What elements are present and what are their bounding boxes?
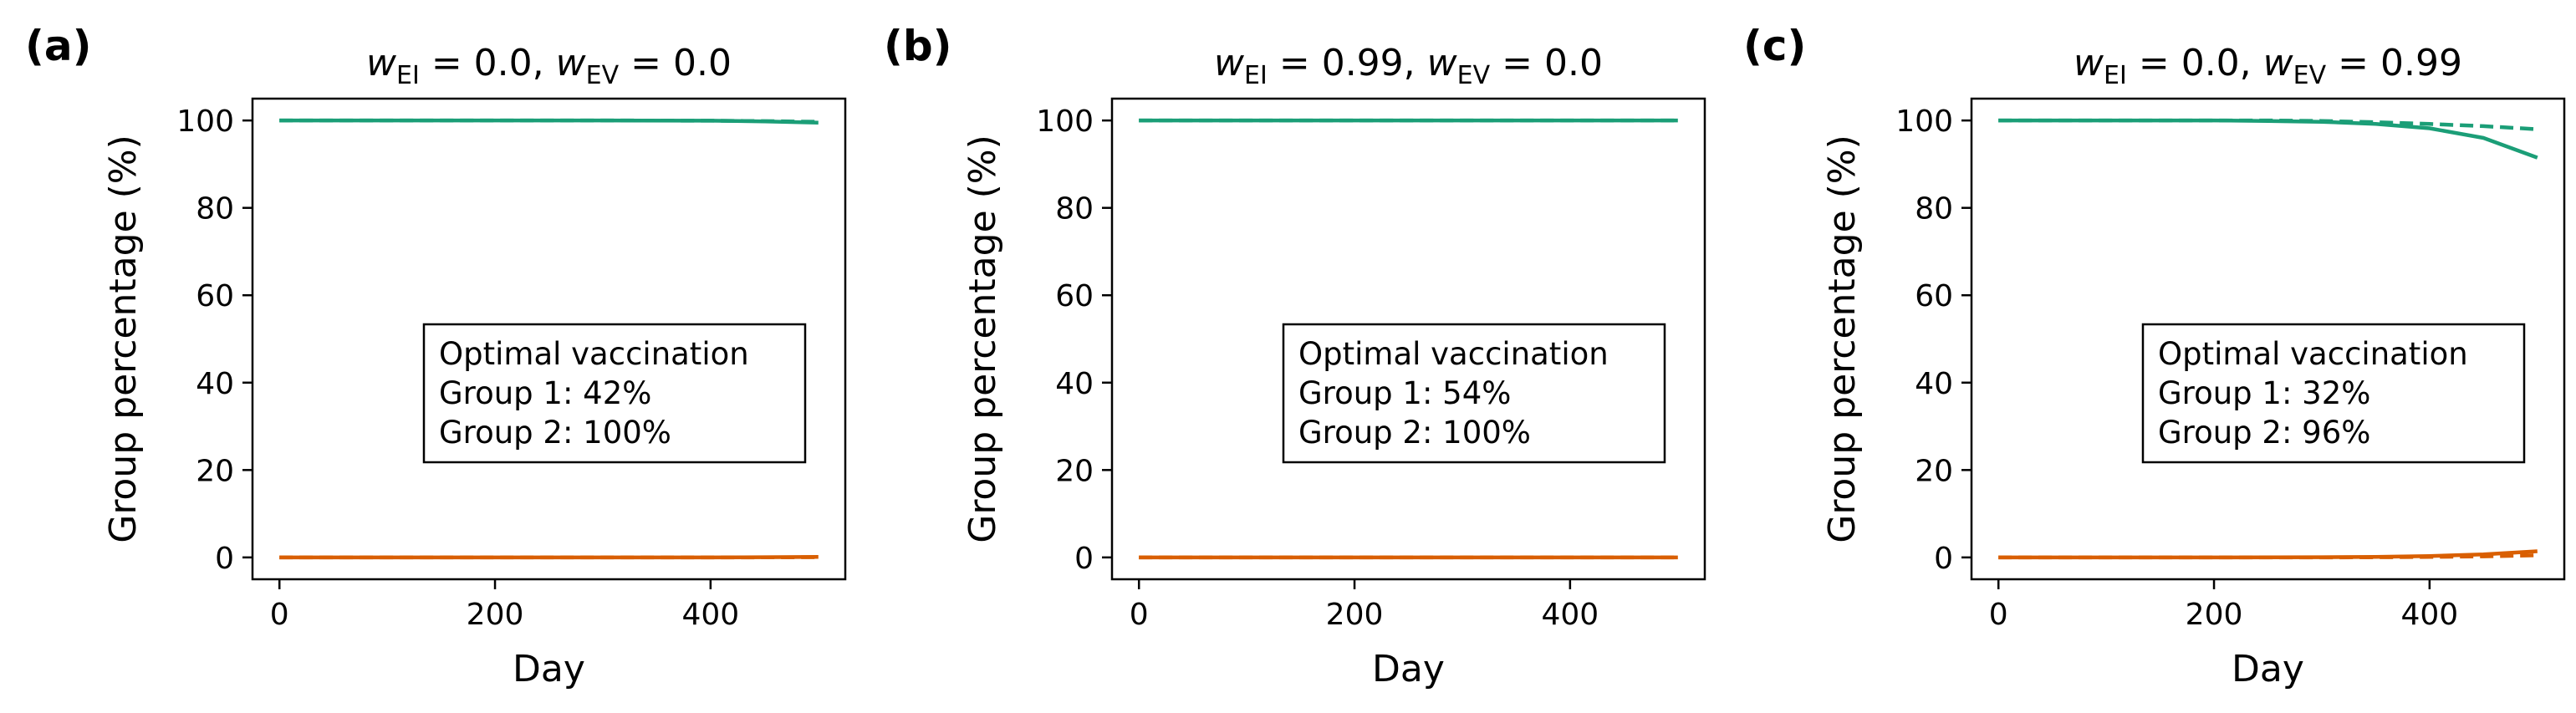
title-part: w [366,42,397,84]
y-tick-label: 80 [1055,192,1094,227]
title-part: w [1214,42,1245,84]
title-part: = 0.0 [619,42,732,84]
y-tick-label: 40 [1915,367,1953,401]
series-line-green-solid [1998,118,2538,160]
y-tick-label: 100 [1895,104,1953,139]
panel-letter: (b) [884,22,952,70]
y-axis-label: Group percentage (%) [102,135,145,543]
title-part: EI [1244,61,1268,90]
title-part: w [556,42,587,84]
x-tick-label: 400 [2401,598,2459,632]
y-tick-label: 60 [1055,279,1094,313]
panel-letter: (a) [25,22,91,70]
series-line-orange-dashed [1998,553,2538,560]
title-part: EV [1457,61,1491,90]
box-heading: Optimal vaccination [439,336,749,372]
box-heading: Optimal vaccination [1298,336,1609,372]
box-group1: Group 1: 32% [2158,375,2370,411]
x-axis-label: Day [1372,648,1445,690]
box-group2: Group 2: 100% [439,415,671,451]
x-tick-label: 400 [1542,598,1599,632]
y-tick-label: 0 [215,542,234,576]
title-part: w [2074,42,2104,84]
y-tick-label: 20 [1915,454,1953,488]
y-tick-label: 40 [1055,367,1094,401]
box-heading: Optimal vaccination [2158,336,2468,372]
x-tick-label: 0 [1989,598,2008,632]
title-part: = 0.0, [420,42,556,84]
y-tick-label: 60 [1915,279,1953,313]
y-tick-label: 40 [196,367,234,401]
panel-title: wEI = 0.0, wEV = 0.99 [2074,42,2462,90]
y-axis-label: Group percentage (%) [962,135,1004,543]
box-frame [2141,323,2526,464]
plot-frame [1970,97,2566,581]
title-part: = 0.99, [1268,42,1427,84]
x-tick-label: 200 [1326,598,1384,632]
series-line-green-dashed [279,118,819,124]
box-group2: Group 2: 96% [2158,415,2370,451]
title-part: w [2263,42,2294,84]
x-tick-label: 200 [467,598,524,632]
y-tick-label: 20 [196,454,234,488]
title-part: EV [2293,61,2327,90]
x-tick-label: 400 [682,598,740,632]
y-tick-label: 80 [1915,192,1953,227]
title-part: EI [396,61,420,90]
x-tick-label: 200 [2186,598,2243,632]
box-frame [422,323,807,464]
box-group1: Group 1: 54% [1298,375,1511,411]
series-line-green-dashed [1998,118,2538,131]
plot-frame [251,97,847,581]
y-tick-label: 100 [176,104,234,139]
panel-title: wEI = 0.0, wEV = 0.0 [366,42,732,90]
panel-title: wEI = 0.99, wEV = 0.0 [1214,42,1603,90]
panel-letter: (c) [1743,22,1806,70]
y-axis-label: Group percentage (%) [1821,135,1864,543]
box-group1: Group 1: 42% [439,375,651,411]
title-part: = 0.99 [2326,42,2462,84]
x-axis-label: Day [2232,648,2304,690]
box-frame [1282,323,1666,464]
title-part: = 0.0 [1490,42,1603,84]
y-tick-label: 60 [196,279,234,313]
y-tick-label: 0 [1934,542,1953,576]
y-tick-label: 100 [1036,104,1094,139]
box-group2: Group 2: 100% [1298,415,1531,451]
title-part: w [1427,42,1458,84]
y-tick-label: 0 [1074,542,1094,576]
plot-frame [1110,97,1706,581]
x-tick-label: 0 [270,598,289,632]
title-part: EV [586,61,620,90]
title-part: = 0.0, [2127,42,2263,84]
x-axis-label: Day [513,648,585,690]
y-tick-label: 20 [1055,454,1094,488]
y-tick-label: 80 [196,192,234,227]
x-tick-label: 0 [1130,598,1149,632]
title-part: EI [2104,61,2127,90]
